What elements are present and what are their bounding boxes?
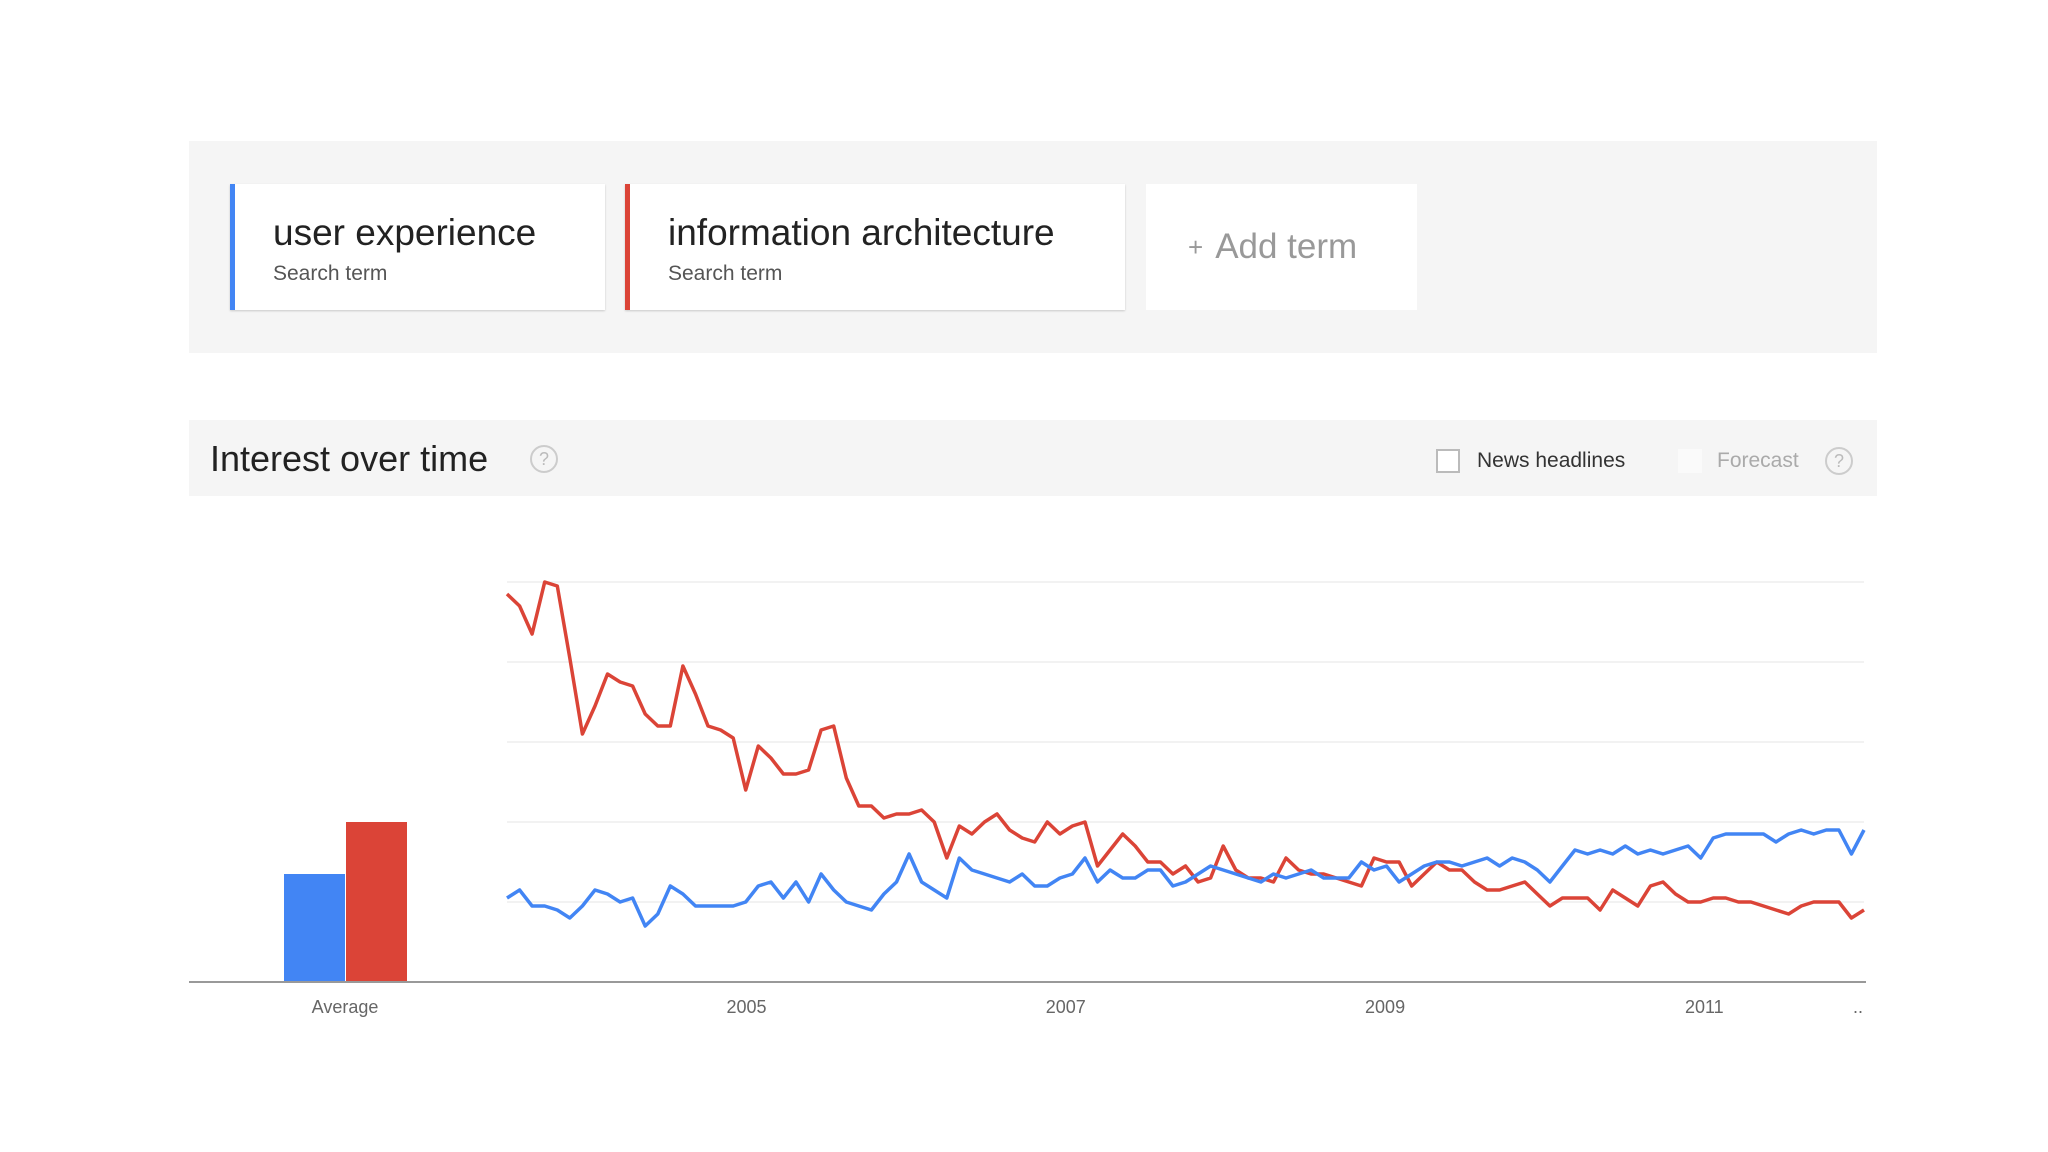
- chart-gridlines: [507, 581, 1864, 903]
- search-term-name: user experience: [273, 212, 537, 253]
- search-term-name: information architecture: [668, 212, 1055, 253]
- plus-icon: +: [1188, 231, 1204, 262]
- search-terms-panel: user experience Search term information …: [189, 141, 1877, 353]
- news-headlines-checkbox[interactable]: [1436, 449, 1460, 473]
- search-term-subtitle: Search term: [668, 262, 783, 285]
- search-term-card-user-experience[interactable]: user experience Search term: [230, 184, 605, 310]
- series-line: [506, 828, 1866, 928]
- help-icon[interactable]: ?: [530, 445, 558, 473]
- search-term-subtitle: Search term: [273, 262, 388, 285]
- x-axis-ticks: Average 2005 2007 2009 2011..: [312, 997, 1863, 1017]
- x-tick-label: ..: [1853, 997, 1863, 1017]
- x-tick-label: 2009: [1365, 997, 1405, 1017]
- forecast-help-icon[interactable]: ?: [1825, 447, 1853, 475]
- forecast-checkbox[interactable]: [1678, 449, 1702, 473]
- chart-series: [505, 580, 1866, 928]
- x-tick-label: 2005: [726, 997, 766, 1017]
- interest-over-time-header: Interest over time ? News headlines Fore…: [189, 420, 1877, 496]
- average-bars: [284, 822, 407, 982]
- news-headlines-label: News headlines: [1477, 449, 1626, 472]
- x-tick-label: 2007: [1046, 997, 1086, 1017]
- add-term-label: Add term: [1215, 227, 1358, 266]
- average-bar: [284, 874, 345, 982]
- average-label: Average: [312, 997, 379, 1017]
- series-line: [505, 580, 1865, 920]
- section-title: Interest over time: [210, 438, 489, 479]
- average-bar: [346, 822, 407, 982]
- x-tick-label: 2011: [1685, 997, 1724, 1017]
- search-term-card-information-architecture[interactable]: information architecture Search term: [625, 184, 1125, 310]
- add-term-button[interactable]: + Add term: [1146, 184, 1417, 310]
- forecast-label: Forecast: [1717, 449, 1799, 472]
